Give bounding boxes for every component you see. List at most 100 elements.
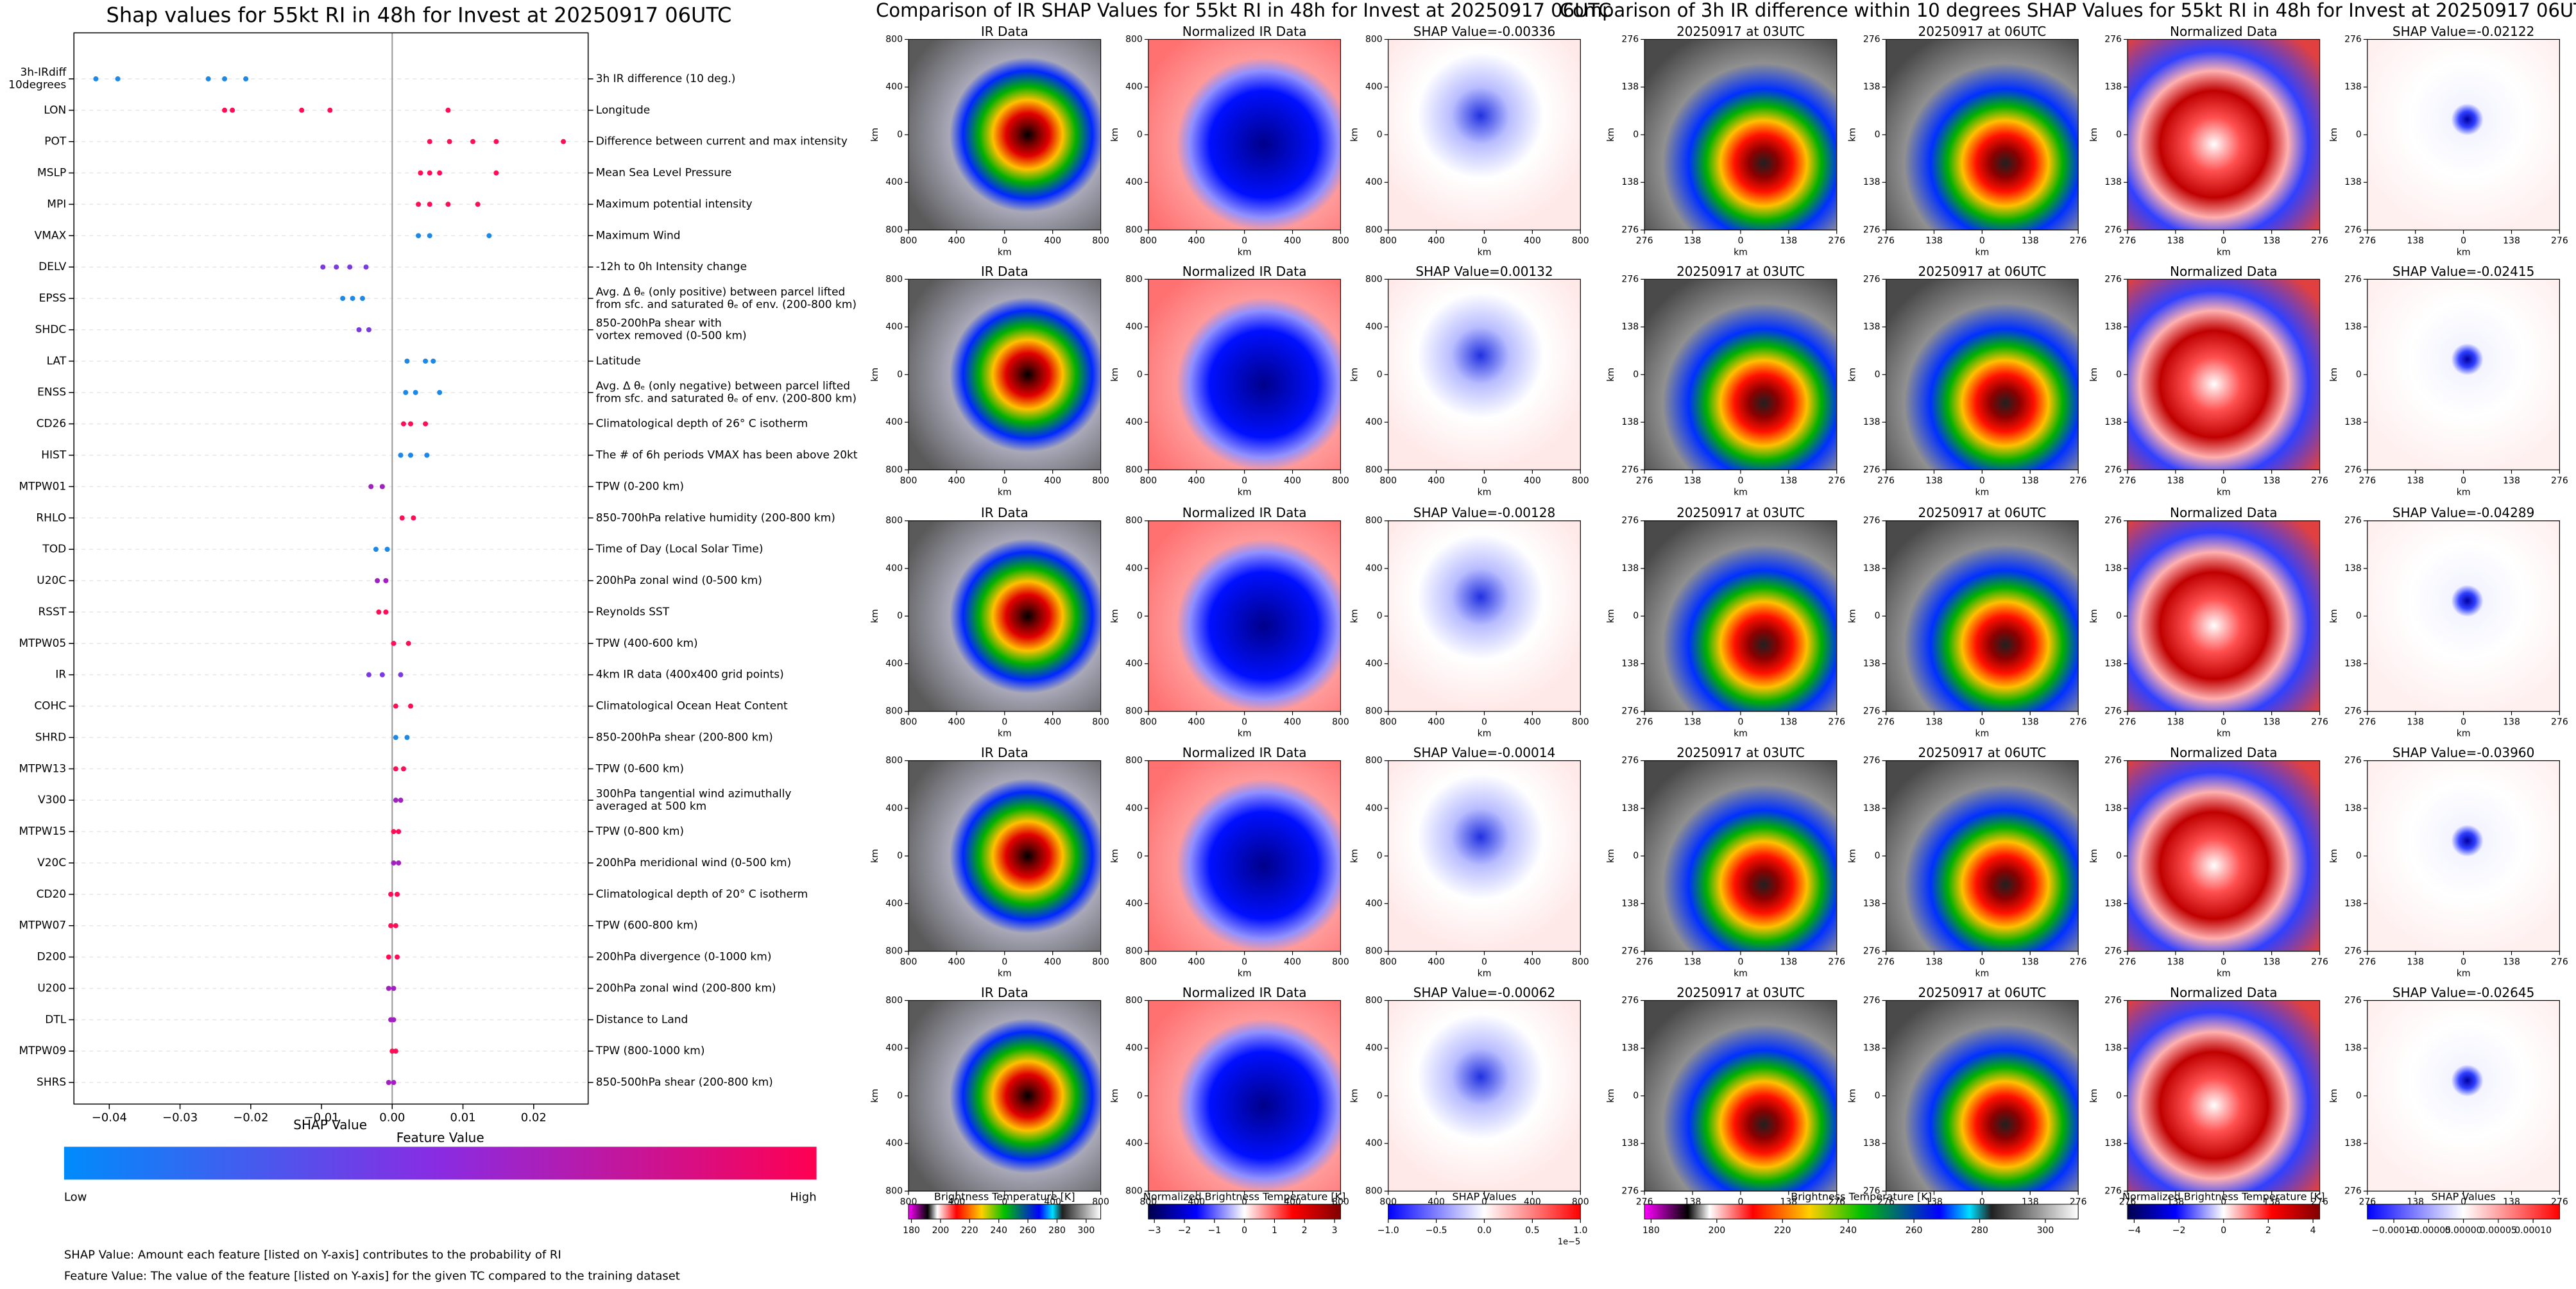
point [320,264,326,270]
image-panel [2367,278,2560,470]
feature-label: SHRS [37,1076,66,1089]
feature-label: RSST [38,606,66,619]
y-tick-label: 800 [1125,516,1143,526]
point [398,798,404,803]
y-tick-label: 138 [1621,82,1639,92]
point [437,389,443,395]
x-tick-label: 138 [2407,717,2424,728]
feature-label: POT [44,135,67,148]
y-tick-label: 276 [1863,706,1881,717]
feature-label: SHDC [35,323,67,336]
y-tick-label: 400 [1365,658,1383,669]
x-tick-label: 276 [2070,475,2087,486]
y-tick-label: 800 [1365,756,1383,766]
point [389,1048,395,1054]
x-tick-label: 276 [1828,475,1845,486]
y-tick-label: 138 [1621,1138,1639,1148]
x-tick-label: 0 [1481,1197,1487,1207]
colorbar-tick-label: 0.00010 [2514,1225,2552,1236]
panel-title: SHAP Value=-0.03960 [2393,745,2534,760]
x-tick-label: 400 [1428,957,1445,968]
x-tick-label: −0.01 [303,1111,339,1125]
panel-title: SHAP Value=-0.02415 [2393,264,2534,279]
x-tick-label: 138 [1925,475,1943,486]
y-tick-label: 138 [1621,563,1639,574]
x-tick-label: 138 [2022,957,2039,968]
x-tick-label: 400 [1188,235,1205,246]
colorbar-label: Normalized Brightness Temperature [K] [2122,1190,2325,1202]
point [427,170,432,176]
panel-title: Normalized IR Data [1182,745,1307,760]
panel-title: 20250917 at 06UTC [1918,505,2046,520]
point [375,578,380,584]
y-tick-label: 276 [1621,465,1639,475]
x-tick-label: 138 [2263,235,2280,246]
colorbar-tick-label: −2 [2172,1225,2186,1236]
y-axis-label: km [1350,609,1360,623]
colorbar-tick-label: −2 [1178,1225,1191,1236]
image-panel [1388,38,1581,231]
y-axis-label: km [1350,368,1360,382]
feature-label: ENSS [37,386,66,399]
x-tick-label: 138 [2263,957,2280,968]
y-tick-label: 138 [2104,1043,2122,1054]
group-title: Comparison of IR SHAP Values for 55kt RI… [876,0,1611,21]
feature-description: Latitude [596,355,641,368]
y-tick-label: 400 [1125,322,1143,332]
y-tick-label: 400 [885,563,903,574]
y-tick-label: 276 [1621,946,1639,957]
y-axis-label: km [1848,609,1858,623]
point [386,954,391,960]
point [360,296,366,302]
note: Feature Value: The value of the feature … [64,1270,680,1283]
colorbar-tick-label: −1.0 [1378,1225,1399,1236]
y-axis-label: km [870,368,880,382]
note: SHAP Value: Amount each feature [listed … [64,1248,561,1261]
feature-label: MTPW09 [19,1045,66,1057]
x-tick-label: 400 [1284,235,1301,246]
colorbar-label: Brightness Temperature [K] [934,1190,1075,1202]
x-tick-label: 138 [2503,957,2520,968]
panel-title: 20250917 at 03UTC [1676,745,1805,760]
x-tick-label: 138 [1780,475,1797,486]
y-axis-label: km [2329,368,2339,382]
y-tick-label: 800 [885,274,903,284]
x-tick-label: 138 [1780,235,1797,246]
point [561,139,567,144]
colorbar-tick-label: 1.0 [1573,1225,1587,1236]
feature-description: 200hPa zonal wind (200-800 km) [596,982,776,994]
y-tick-label: 800 [1125,706,1143,717]
y-tick-label: 138 [1863,898,1881,909]
y-tick-label: 400 [885,658,903,669]
image-panel [1148,1000,1342,1192]
x-axis-label: km [2217,969,2231,979]
x-axis-label: km [1975,729,1989,739]
point [416,233,422,239]
x-tick-label: −0.02 [233,1111,268,1125]
y-tick-label: 276 [1621,274,1639,284]
y-tick-label: 800 [1365,706,1383,717]
x-tick-label: 138 [2022,475,2039,486]
point [445,201,451,207]
x-tick-label: 276 [2358,235,2376,246]
x-tick-label: 400 [1428,475,1445,486]
x-tick-label: 138 [1780,957,1797,968]
y-axis-label: km [870,1089,880,1103]
panel-title: 20250917 at 06UTC [1918,745,2046,760]
point [391,829,397,835]
x-axis-label: km [998,247,1012,257]
y-tick-label: 138 [2104,803,2122,814]
y-tick-label: 800 [1125,225,1143,235]
y-axis-label: km [2089,609,2099,623]
y-tick-label: 276 [1621,225,1639,235]
x-tick-label: 0 [2221,957,2226,968]
x-axis-label: km [1734,969,1748,979]
x-tick-label: 138 [2022,235,2039,246]
y-tick-label: 276 [1863,34,1881,44]
point [407,703,413,709]
feature-description: 200hPa divergence (0-1000 km) [596,951,772,964]
x-tick-label: 0 [2221,717,2226,728]
feature-label: MPI [47,198,66,210]
y-tick-label: 276 [1863,946,1881,957]
point [424,452,430,458]
